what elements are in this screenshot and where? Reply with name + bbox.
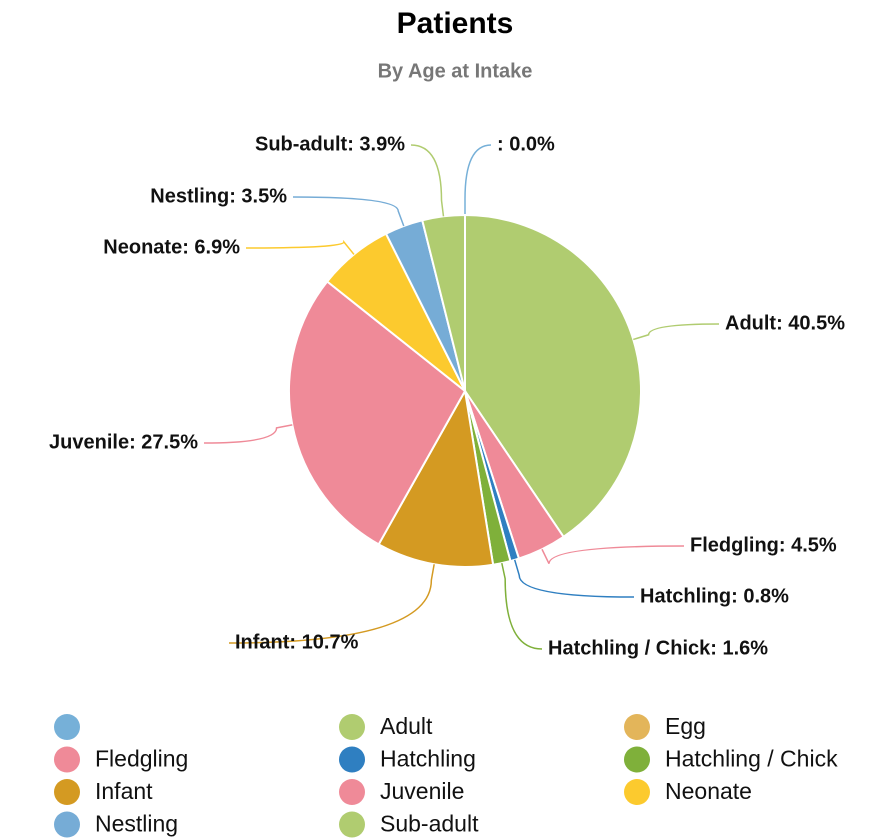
legend-marker xyxy=(624,746,650,773)
leader-line xyxy=(228,564,435,644)
leader-line xyxy=(292,196,405,227)
data-label: Nestling: 3.5% xyxy=(150,185,287,207)
legend-label: Adult xyxy=(380,713,433,739)
data-label: Fledgling: 4.5% xyxy=(690,534,837,556)
legend-marker xyxy=(54,779,80,805)
leader-line xyxy=(464,144,492,215)
data-label: Hatchling: 0.8% xyxy=(640,585,789,607)
leader-line xyxy=(513,559,635,598)
data-label: Juvenile: 27.5% xyxy=(49,431,198,453)
legend-marker xyxy=(339,746,365,773)
legend-label: Neonate xyxy=(665,778,752,804)
leader-line xyxy=(501,562,543,650)
leader-line xyxy=(410,144,445,217)
legend-marker xyxy=(339,811,365,838)
legend-marker xyxy=(339,714,365,740)
data-label: Infant: 10.7% xyxy=(235,631,359,653)
leader-line xyxy=(245,239,355,255)
legend-label: Hatchling xyxy=(380,746,476,772)
legend-label: Hatchling / Chick xyxy=(665,746,838,772)
leader-line xyxy=(203,424,293,444)
legend-label: Infant xyxy=(95,778,153,804)
legend-label: Nestling xyxy=(95,811,178,837)
legend-marker xyxy=(624,714,650,740)
leader-line xyxy=(633,323,720,341)
pie-slice xyxy=(377,388,495,568)
data-label: Adult: 40.5% xyxy=(725,312,845,334)
chart-subtitle: By Age at Intake xyxy=(378,60,533,82)
legend-marker xyxy=(54,714,80,740)
pie-slice xyxy=(464,213,642,539)
legend-marker xyxy=(54,811,80,838)
legend-label: Fledgling xyxy=(95,746,188,772)
legend-marker xyxy=(624,779,650,805)
data-label: Hatchling / Chick: 1.6% xyxy=(548,637,768,659)
chart-title: Patients xyxy=(397,7,514,40)
legend-label: Juvenile xyxy=(380,778,464,804)
leader-line xyxy=(541,545,685,564)
legend-marker xyxy=(339,779,365,805)
data-label: : 0.0% xyxy=(497,133,555,155)
legend-label: Egg xyxy=(665,713,706,739)
legend-label: Sub-adult xyxy=(380,811,479,837)
data-label: Sub-adult: 3.9% xyxy=(255,133,405,155)
legend-marker xyxy=(54,746,80,773)
data-label: Neonate: 6.9% xyxy=(103,236,240,258)
